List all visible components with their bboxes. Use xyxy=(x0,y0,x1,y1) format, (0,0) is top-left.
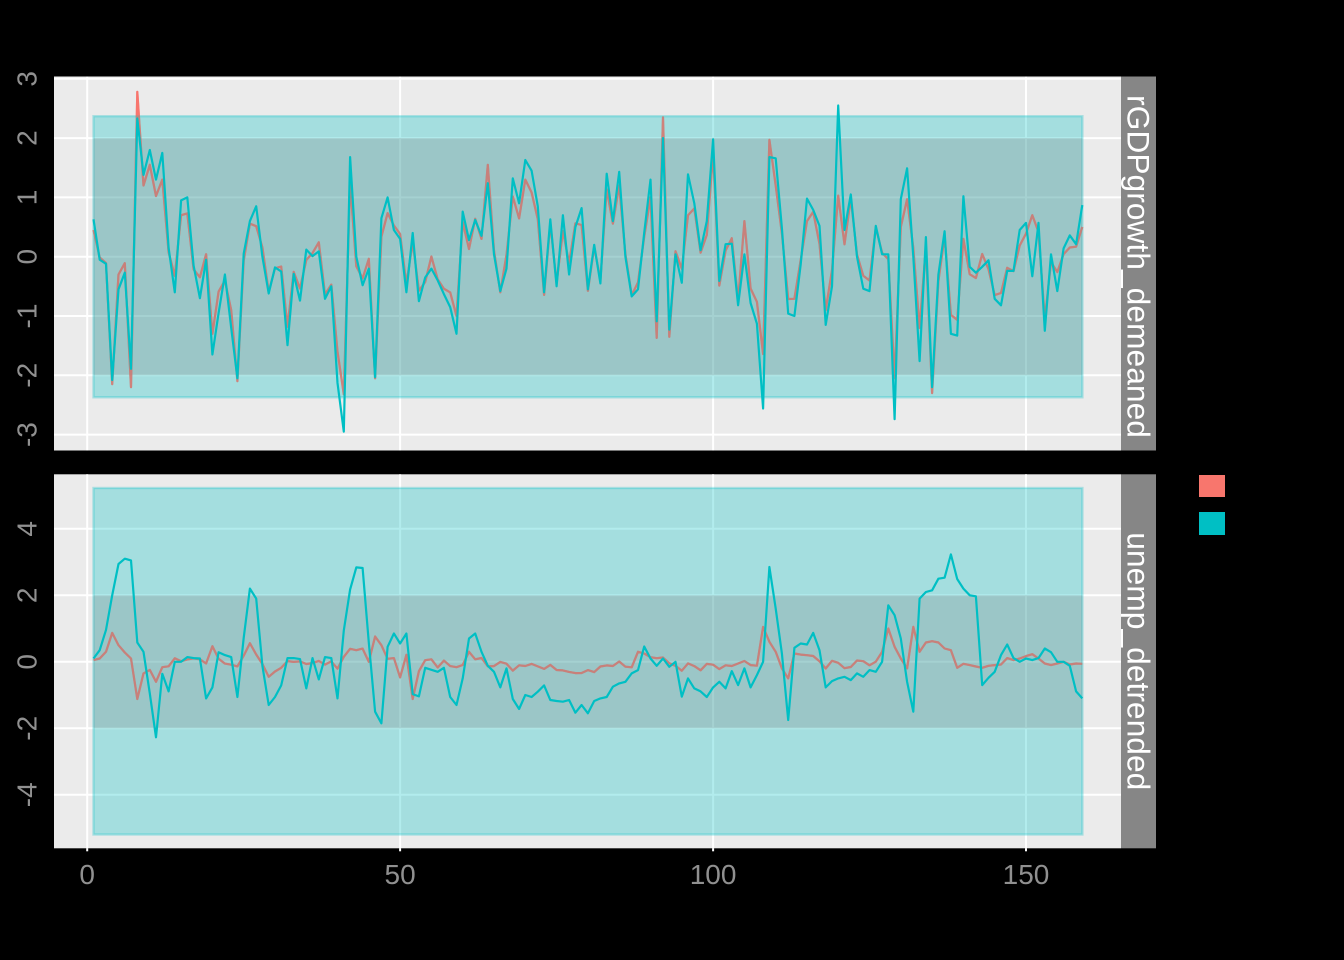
svg-text:0: 0 xyxy=(12,249,43,265)
svg-text:1: 1 xyxy=(12,190,43,206)
svg-text:-1: -1 xyxy=(12,304,43,329)
svg-text:2: 2 xyxy=(12,588,43,604)
svg-text:-4: -4 xyxy=(12,782,43,807)
svg-text:2: 2 xyxy=(12,130,43,146)
svg-text:150: 150 xyxy=(1003,859,1050,890)
svg-text:-3: -3 xyxy=(12,422,43,447)
svg-text:3: 3 xyxy=(12,71,43,87)
svg-text:0: 0 xyxy=(12,654,43,670)
svg-text:0: 0 xyxy=(79,859,95,890)
svg-text:100: 100 xyxy=(690,859,737,890)
svg-text:50: 50 xyxy=(385,859,416,890)
svg-text:4: 4 xyxy=(12,521,43,537)
svg-text:rGDPgrowth_demeaned: rGDPgrowth_demeaned xyxy=(1121,95,1157,438)
svg-text:-2: -2 xyxy=(12,363,43,388)
svg-text:-2: -2 xyxy=(12,716,43,741)
svg-text:unemp_detrended: unemp_detrended xyxy=(1121,532,1157,790)
